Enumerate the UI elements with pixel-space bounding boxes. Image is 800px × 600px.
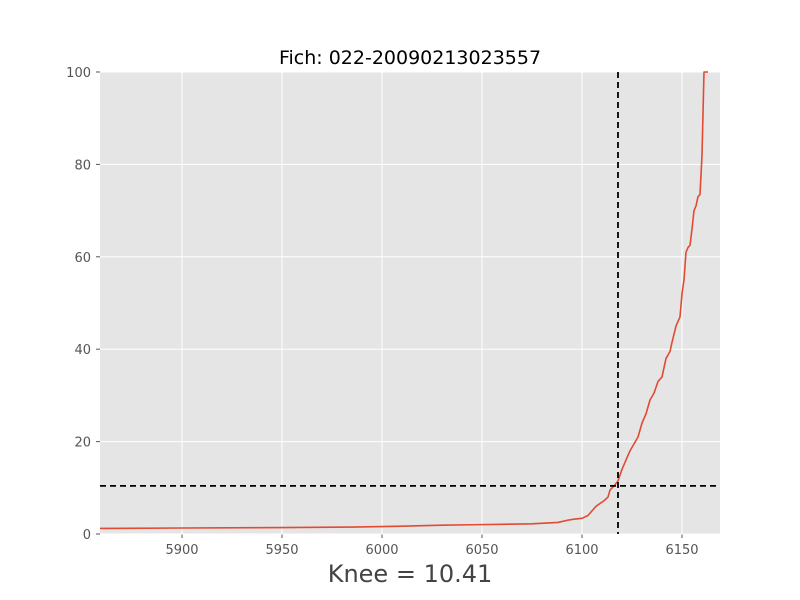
y-tick-label: 20	[74, 436, 91, 451]
knee-markers	[100, 72, 720, 534]
x-tick-label: 5900	[165, 543, 198, 558]
chart-title: Fich: 022-20090213023557	[279, 47, 541, 69]
y-tick-label: 40	[74, 343, 91, 358]
y-tick-label: 80	[74, 158, 91, 173]
x-tick-label: 6100	[565, 543, 598, 558]
x-tick-labels: 5900 5950 6000 6050 6100 6150	[165, 543, 698, 558]
y-tick-label: 0	[83, 528, 91, 543]
x-tick-label: 6150	[665, 543, 698, 558]
series-layer	[99, 71, 708, 530]
y-tick-label: 100	[66, 66, 91, 81]
series-line	[99, 71, 708, 530]
plot-area	[100, 72, 720, 534]
x-tick-label: 6050	[465, 543, 498, 558]
y-tick-labels: 0 20 40 60 80 100	[66, 66, 91, 543]
grid	[96, 71, 720, 538]
x-axis-label: Knee = 10.41	[328, 560, 493, 588]
y-tick-label: 60	[74, 251, 91, 266]
x-tick-label: 6000	[365, 543, 398, 558]
x-tick-label: 5950	[265, 543, 298, 558]
